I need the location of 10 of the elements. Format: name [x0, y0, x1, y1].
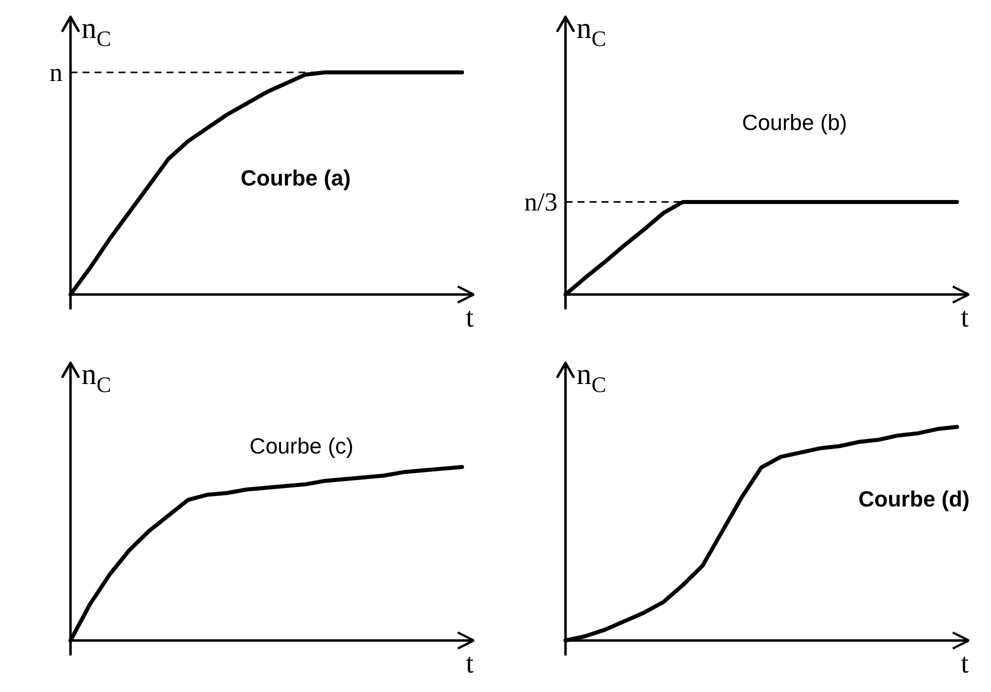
- ref-line-label: n: [50, 58, 62, 87]
- x-axis-title: t: [466, 648, 474, 680]
- text: Courbe (c): [250, 434, 354, 459]
- annotation: Courbe (a): [240, 165, 351, 190]
- ref-line-label: n/3: [524, 187, 558, 216]
- x-axis-title: t: [960, 302, 969, 334]
- annotation: Courbe (d): [858, 486, 970, 512]
- text: Courbe (b): [742, 110, 848, 135]
- x-axis-title: t: [960, 648, 969, 680]
- x-axis-title: t: [466, 302, 474, 334]
